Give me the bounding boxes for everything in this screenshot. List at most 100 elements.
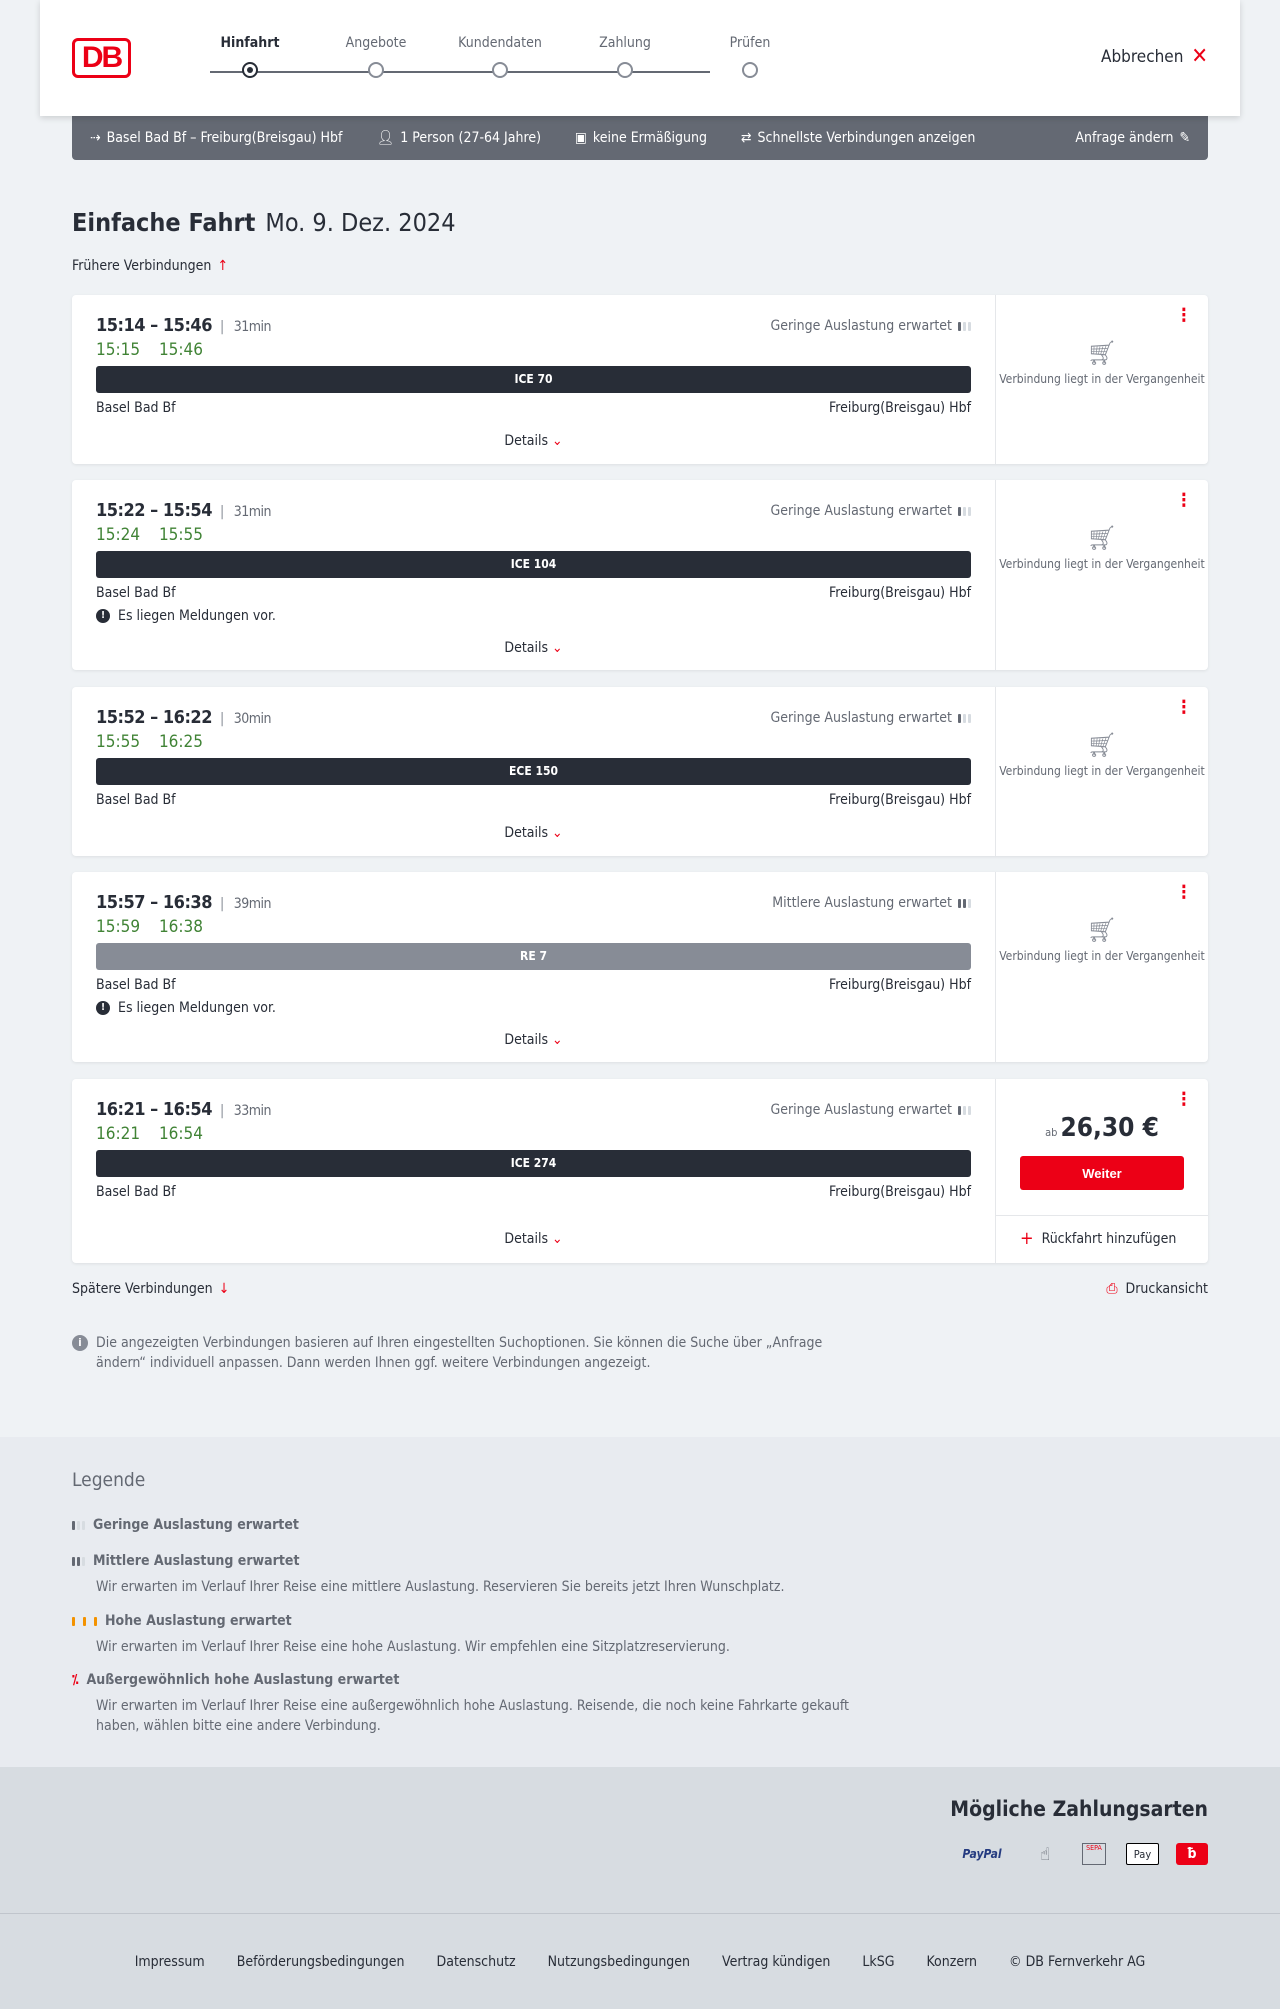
train-bar[interactable]: ICE 104 — [96, 551, 971, 578]
legend-item-text: Wir erwarten im Verlauf Ihrer Reise eine… — [96, 1698, 849, 1734]
realtime-times: 16:21 16:54 — [96, 1124, 203, 1144]
footer-link[interactable]: Datenschutz — [436, 1953, 516, 1970]
more-options-icon[interactable]: ⋮ — [1175, 305, 1192, 326]
person-icon: 👤︎ — [376, 130, 395, 146]
past-connection-note: 🛒︎ Verbindung liegt in der Vergangenheit — [996, 918, 1208, 964]
db-logo[interactable]: DB — [72, 38, 131, 78]
filter-icon: ⇄ — [740, 130, 752, 146]
message-notice: ! Es liegen Meldungen vor. — [96, 1000, 276, 1016]
connection-main: 15:52 – 16:22 30min 15:55 16:25 Geringe A… — [72, 687, 995, 856]
occupancy-info: Mittlere Auslastung erwartet — [772, 895, 971, 911]
stepper-line — [210, 71, 710, 73]
past-connection-note: 🛒︎ Verbindung liegt in der Vergangenheit — [996, 731, 1208, 779]
step-3: Zahlung — [565, 0, 685, 78]
add-return-button[interactable]: + Rückfahrt hinzufügen — [1020, 1230, 1176, 1248]
occupancy-text: Geringe Auslastung erwartet — [770, 710, 952, 726]
occupancy-icon — [958, 506, 971, 516]
train-bar[interactable]: ICE 274 — [96, 1150, 971, 1177]
chevron-down-icon: ⌄ — [552, 825, 563, 841]
duration: 39min — [220, 896, 272, 912]
details-label: Details — [504, 825, 549, 841]
earlier-connections-link[interactable]: Frühere Verbindungen ↑ — [72, 258, 228, 274]
price-value: 26,30 € — [1060, 1113, 1159, 1143]
footer-link[interactable]: © DB Fernverkehr AG — [1009, 1953, 1146, 1970]
legend-item-title: Außergewöhnlich hohe Auslastung erwartet — [86, 1672, 400, 1688]
footer-link[interactable]: LkSG — [862, 1953, 895, 1970]
payment-title: Mögliche Zahlungsarten — [950, 1797, 1208, 1821]
train-bar[interactable]: ECE 150 — [96, 758, 971, 785]
train-bar[interactable]: ICE 70 — [96, 366, 971, 393]
details-toggle[interactable]: Details ⌄ — [72, 1032, 995, 1048]
details-toggle[interactable]: Details ⌄ — [72, 640, 995, 656]
cart-unavailable-icon: 🛒︎ — [1086, 731, 1118, 759]
footer-link[interactable]: Beförderungsbedingungen — [236, 1953, 405, 1970]
planned-times: 15:22 – 15:54 31min — [96, 500, 272, 521]
step-dot — [742, 62, 758, 78]
arrival-station: Freiburg(Breisgau) Hbf — [828, 977, 971, 993]
connection-card: 15:14 – 15:46 31min 15:15 15:46 Geringe A… — [72, 295, 1208, 464]
cancel-label: Abbrechen — [1100, 47, 1184, 67]
price: ab 26,30 € — [996, 1113, 1208, 1143]
bahn-bonus-icon: ƀ — [1176, 1843, 1208, 1865]
print-view-link[interactable]: ⎙ Druckansicht — [1106, 1281, 1208, 1297]
arrival-station: Freiburg(Breisgau) Hbf — [828, 792, 971, 808]
footer-link[interactable]: Impressum — [134, 1953, 205, 1970]
edit-query-button[interactable]: Anfrage ändern ✎ — [1075, 130, 1190, 146]
more-options-icon[interactable]: ⋮ — [1175, 1089, 1192, 1110]
later-connections-link[interactable]: Spätere Verbindungen ↓ — [72, 1281, 229, 1297]
warning-icon: ! — [96, 609, 110, 623]
departure-station: Basel Bad Bf — [96, 977, 176, 993]
train-bar[interactable]: RE 7 — [96, 943, 971, 970]
chevron-down-icon: ⌄ — [552, 640, 563, 656]
more-options-icon[interactable]: ⋮ — [1175, 882, 1192, 903]
apple-pay-icon: Pay — [1126, 1843, 1159, 1865]
footer-link[interactable]: Nutzungsbedingungen — [547, 1953, 691, 1970]
divider — [996, 1215, 1208, 1216]
passengers-text: 1 Person (27-64 Jahre) — [400, 130, 541, 146]
departure-station: Basel Bad Bf — [96, 400, 176, 416]
times-text: 16:21 – 16:54 — [96, 1099, 212, 1120]
occupancy-text: Geringe Auslastung erwartet — [770, 318, 952, 334]
occupancy-icon — [958, 321, 971, 331]
duration: 31min — [220, 319, 272, 335]
realtime-arrival: 16:54 — [158, 1124, 204, 1144]
price-prefix: ab — [1045, 1126, 1058, 1139]
occupancy-icon — [958, 898, 971, 908]
legend-item-text: Wir erwarten im Verlauf Ihrer Reise eine… — [96, 1579, 785, 1595]
legend-item: Mittlere Auslastung erwartet Wir erwarten… — [72, 1553, 876, 1597]
close-icon: ✕ — [1191, 44, 1208, 69]
more-options-icon[interactable]: ⋮ — [1175, 490, 1192, 511]
realtime-arrival: 15:55 — [158, 525, 204, 545]
legend-item: Geringe Auslastung erwartet — [72, 1517, 299, 1533]
step-dot — [242, 62, 258, 78]
footer-link[interactable]: Vertrag kündigen — [722, 1953, 831, 1970]
occupancy-level-3-icon — [72, 1616, 97, 1626]
step-0: Hinfahrt — [190, 0, 310, 78]
payment-section: Mögliche Zahlungsarten PayPal ☝ SEPA Pay… — [0, 1767, 1280, 1913]
cart-unavailable-icon: 🛒︎ — [1086, 339, 1118, 367]
details-toggle[interactable]: Details ⌄ — [72, 825, 995, 841]
realtime-departure: 15:24 — [96, 525, 141, 545]
info-note: i Die angezeigten Verbindungen basieren a… — [72, 1333, 852, 1373]
step-dot — [617, 62, 633, 78]
step-label: Hinfahrt — [220, 35, 280, 51]
realtime-times: 15:15 15:46 — [96, 340, 203, 360]
more-options-icon[interactable]: ⋮ — [1175, 697, 1192, 718]
offer-panel: ⋮ 🛒︎ Verbindung liegt in der Vergangenheit — [995, 295, 1208, 464]
duration: 33min — [220, 1103, 272, 1119]
chevron-down-icon: ⌄ — [552, 1032, 563, 1048]
past-connection-note: 🛒︎ Verbindung liegt in der Vergangenheit — [996, 526, 1208, 572]
details-toggle[interactable]: Details ⌄ — [72, 1231, 995, 1247]
occupancy-level-2-icon — [72, 1556, 85, 1566]
footer-link[interactable]: Konzern — [926, 1953, 977, 1970]
credit-card-icon: ☝ — [1040, 1843, 1050, 1865]
header: DB Hinfahrt Angebote Kundendaten Zahlung Prü… — [40, 0, 1240, 116]
cancel-button[interactable]: Abbrechen ✕ — [1101, 46, 1208, 68]
step-dot — [492, 62, 508, 78]
arrow-down-icon: ↓ — [218, 1281, 230, 1297]
offer-panel: ⋮ 🛒︎ Verbindung liegt in der Vergangenheit — [995, 480, 1208, 670]
legend-item-text: Wir erwarten im Verlauf Ihrer Reise eine… — [96, 1639, 730, 1655]
continue-button[interactable]: Weiter — [1020, 1156, 1184, 1190]
realtime-arrival: 16:25 — [158, 732, 204, 752]
details-toggle[interactable]: Details ⌄ — [72, 433, 995, 449]
